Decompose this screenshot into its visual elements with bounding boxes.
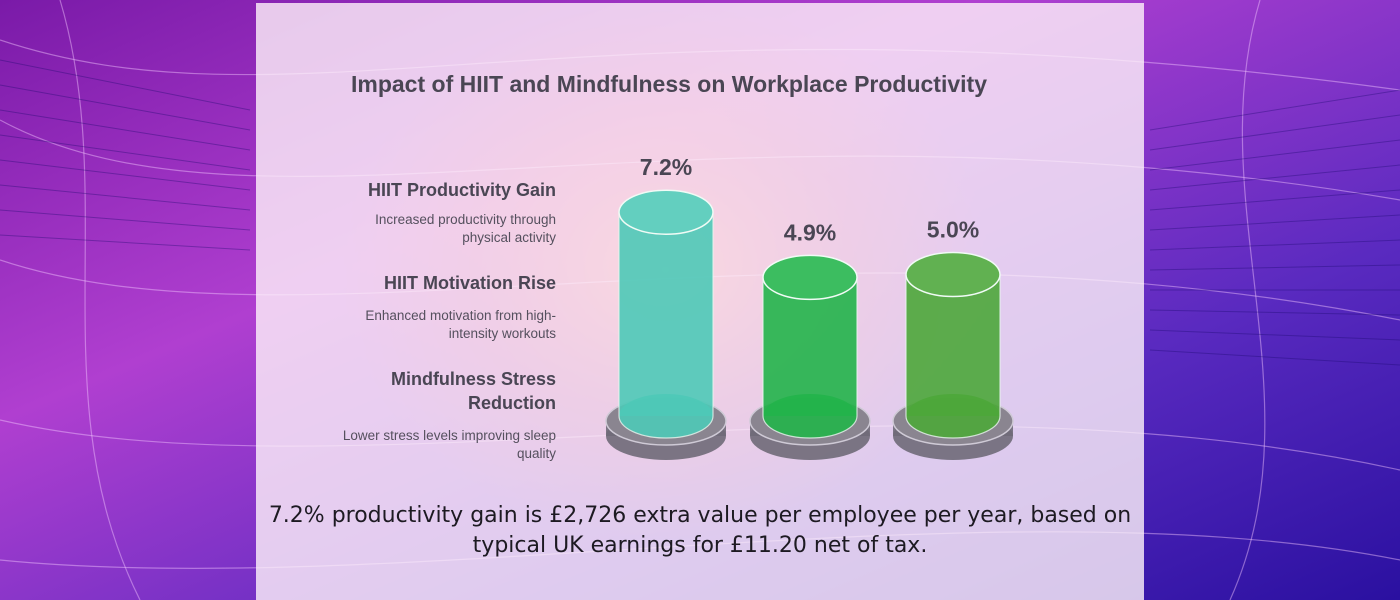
bar-chart: 7.2% 4.9% 5.0% bbox=[605, 154, 1014, 460]
category-description-hiit-motivation: Enhanced motivation from high-intensity … bbox=[365, 308, 556, 341]
category-description-mindfulness-stress: Lower stress levels improving sleep qual… bbox=[342, 428, 556, 461]
value-label-hiit-productivity: 7.2% bbox=[640, 154, 692, 180]
category-description-hiit-productivity: Increased productivity through physical … bbox=[375, 212, 556, 245]
category-label-hiit-productivity: HIIT Productivity Gain bbox=[367, 180, 556, 200]
value-label-mindfulness-stress: 5.0% bbox=[927, 217, 979, 243]
bar-hiit-productivity bbox=[605, 189, 727, 460]
chart-panel: Impact of HIIT and Mindfulness on Workpl… bbox=[256, 3, 1144, 600]
footnote: 7.2% productivity gain is £2,726 extra v… bbox=[268, 503, 1132, 558]
bar-mindfulness-stress bbox=[892, 251, 1014, 460]
chart-title: Impact of HIIT and Mindfulness on Workpl… bbox=[351, 71, 987, 97]
category-label-hiit-motivation: HIIT Motivation Rise bbox=[383, 273, 556, 293]
category-label-mindfulness-stress: Mindfulness Stress Reduction bbox=[390, 369, 556, 413]
value-label-hiit-motivation: 4.9% bbox=[784, 219, 836, 245]
bar-hiit-motivation bbox=[749, 254, 871, 460]
